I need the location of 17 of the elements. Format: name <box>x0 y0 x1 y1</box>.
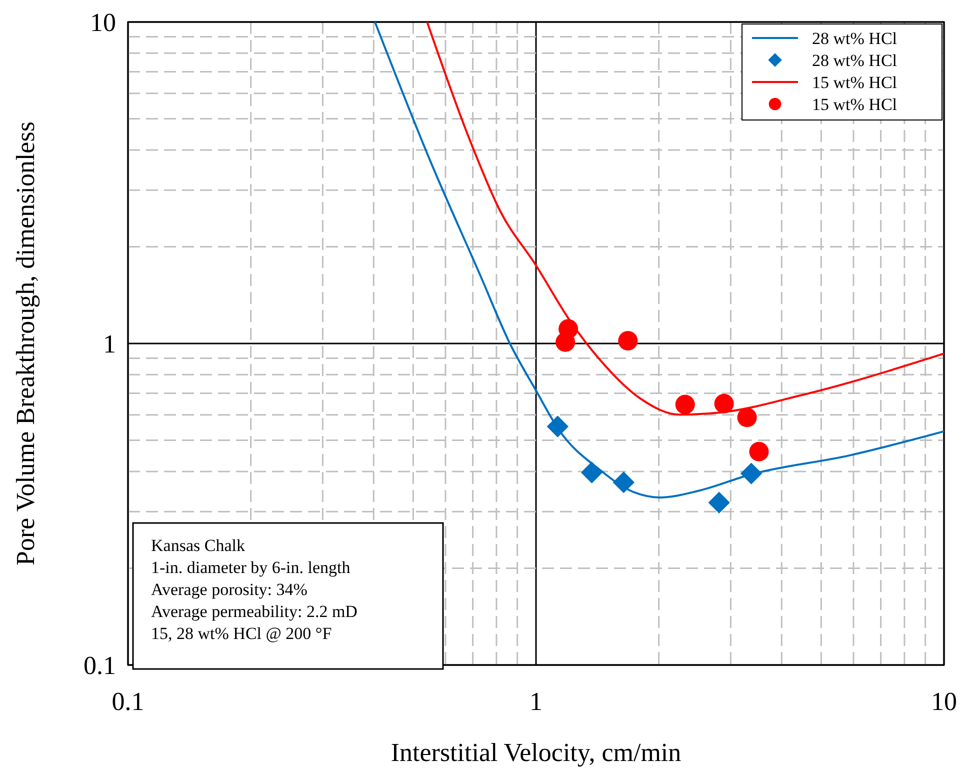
annotation: 15, 28 wt% HCl @ 200 °F <box>151 624 332 643</box>
y-axis-title: Pore Volume Breakthrough, dimensionless <box>11 122 40 566</box>
annotation: 1-in. diameter by 6-in. length <box>151 558 351 577</box>
y-tick-label: 0.1 <box>84 651 116 680</box>
annotation: Kansas Chalk <box>151 536 246 555</box>
x-tick-label: 1 <box>530 687 542 716</box>
legend-label: 28 wt% HCl <box>812 51 898 70</box>
legend-label: 15 wt% HCl <box>812 95 898 114</box>
y-tick-label: 1 <box>103 330 116 358</box>
y-tick-label: 10 <box>90 8 116 37</box>
x-axis-title: Interstitial Velocity, cm/min <box>390 738 682 767</box>
annotation: Average porosity: 34% <box>151 580 308 599</box>
legend-label: 15 wt% HCl <box>812 73 898 92</box>
legend-label: 28 wt% HCl <box>812 29 898 48</box>
x-tick-label: 10 <box>931 687 957 716</box>
x-tick-label: 0.1 <box>112 687 144 716</box>
annotation: Average permeability: 2.2 mD <box>151 602 358 621</box>
